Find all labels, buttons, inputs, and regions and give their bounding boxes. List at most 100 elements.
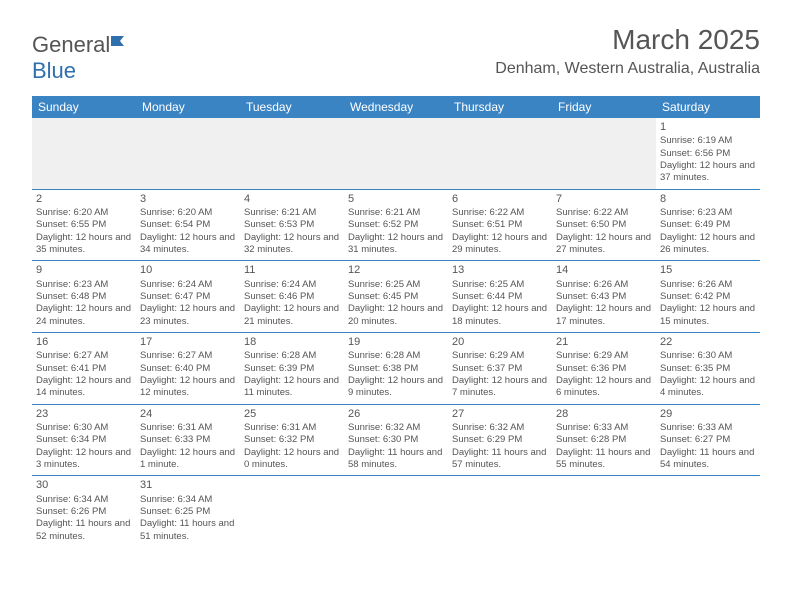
calendar-cell: 24Sunrise: 6:31 AMSunset: 6:33 PMDayligh… — [136, 404, 240, 476]
day-number: 6 — [452, 192, 548, 206]
daylight-line: Daylight: 12 hours and 31 minutes. — [348, 232, 444, 257]
sunset-line: Sunset: 6:49 PM — [660, 219, 756, 231]
sunset-line: Sunset: 6:56 PM — [660, 148, 756, 160]
calendar-week: 2Sunrise: 6:20 AMSunset: 6:55 PMDaylight… — [32, 189, 760, 261]
day-number: 8 — [660, 192, 756, 206]
calendar-cell: 9Sunrise: 6:23 AMSunset: 6:48 PMDaylight… — [32, 261, 136, 333]
sunrise-line: Sunrise: 6:27 AM — [140, 350, 236, 362]
daylight-line: Daylight: 12 hours and 6 minutes. — [556, 375, 652, 400]
logo-flag-icon — [110, 34, 132, 52]
calendar-cell: 16Sunrise: 6:27 AMSunset: 6:41 PMDayligh… — [32, 333, 136, 405]
daylight-line: Daylight: 12 hours and 3 minutes. — [36, 447, 132, 472]
daylight-line: Daylight: 12 hours and 37 minutes. — [660, 160, 756, 185]
daylight-line: Daylight: 12 hours and 29 minutes. — [452, 232, 548, 257]
sunrise-line: Sunrise: 6:22 AM — [556, 207, 652, 219]
day-number: 12 — [348, 263, 444, 277]
calendar-cell: 14Sunrise: 6:26 AMSunset: 6:43 PMDayligh… — [552, 261, 656, 333]
day-number: 7 — [556, 192, 652, 206]
day-number: 29 — [660, 407, 756, 421]
daylight-line: Daylight: 12 hours and 14 minutes. — [36, 375, 132, 400]
calendar-cell: 15Sunrise: 6:26 AMSunset: 6:42 PMDayligh… — [656, 261, 760, 333]
calendar-cell: 20Sunrise: 6:29 AMSunset: 6:37 PMDayligh… — [448, 333, 552, 405]
day-number: 11 — [244, 263, 340, 277]
calendar-cell: 30Sunrise: 6:34 AMSunset: 6:26 PMDayligh… — [32, 476, 136, 547]
sunset-line: Sunset: 6:48 PM — [36, 291, 132, 303]
daylight-line: Daylight: 11 hours and 58 minutes. — [348, 447, 444, 472]
daylight-line: Daylight: 11 hours and 57 minutes. — [452, 447, 548, 472]
calendar-cell: 1Sunrise: 6:19 AMSunset: 6:56 PMDaylight… — [656, 118, 760, 189]
sunrise-line: Sunrise: 6:22 AM — [452, 207, 548, 219]
sunrise-line: Sunrise: 6:20 AM — [140, 207, 236, 219]
sunrise-line: Sunrise: 6:23 AM — [36, 279, 132, 291]
sunrise-line: Sunrise: 6:33 AM — [556, 422, 652, 434]
sunset-line: Sunset: 6:52 PM — [348, 219, 444, 231]
calendar-cell — [552, 118, 656, 189]
daylight-line: Daylight: 12 hours and 20 minutes. — [348, 303, 444, 328]
sunset-line: Sunset: 6:51 PM — [452, 219, 548, 231]
calendar-cell: 7Sunrise: 6:22 AMSunset: 6:50 PMDaylight… — [552, 189, 656, 261]
day-header: Wednesday — [344, 96, 448, 118]
calendar-cell — [240, 476, 344, 547]
calendar-cell: 10Sunrise: 6:24 AMSunset: 6:47 PMDayligh… — [136, 261, 240, 333]
daylight-line: Daylight: 12 hours and 18 minutes. — [452, 303, 548, 328]
sunset-line: Sunset: 6:54 PM — [140, 219, 236, 231]
calendar-week: 1Sunrise: 6:19 AMSunset: 6:56 PMDaylight… — [32, 118, 760, 189]
sunrise-line: Sunrise: 6:31 AM — [244, 422, 340, 434]
sunrise-line: Sunrise: 6:21 AM — [244, 207, 340, 219]
day-number: 25 — [244, 407, 340, 421]
page-title: March 2025 — [495, 24, 760, 56]
day-number: 3 — [140, 192, 236, 206]
sunrise-line: Sunrise: 6:21 AM — [348, 207, 444, 219]
sunset-line: Sunset: 6:41 PM — [36, 363, 132, 375]
calendar-cell: 5Sunrise: 6:21 AMSunset: 6:52 PMDaylight… — [344, 189, 448, 261]
calendar-cell — [136, 118, 240, 189]
calendar-cell: 18Sunrise: 6:28 AMSunset: 6:39 PMDayligh… — [240, 333, 344, 405]
calendar-cell — [240, 118, 344, 189]
daylight-line: Daylight: 12 hours and 4 minutes. — [660, 375, 756, 400]
calendar-cell: 17Sunrise: 6:27 AMSunset: 6:40 PMDayligh… — [136, 333, 240, 405]
daylight-line: Daylight: 12 hours and 7 minutes. — [452, 375, 548, 400]
daylight-line: Daylight: 12 hours and 23 minutes. — [140, 303, 236, 328]
calendar-cell: 21Sunrise: 6:29 AMSunset: 6:36 PMDayligh… — [552, 333, 656, 405]
sunset-line: Sunset: 6:42 PM — [660, 291, 756, 303]
sunset-line: Sunset: 6:46 PM — [244, 291, 340, 303]
sunrise-line: Sunrise: 6:29 AM — [452, 350, 548, 362]
day-number: 24 — [140, 407, 236, 421]
calendar-cell — [656, 476, 760, 547]
daylight-line: Daylight: 12 hours and 9 minutes. — [348, 375, 444, 400]
day-number: 16 — [36, 335, 132, 349]
calendar-body: 1Sunrise: 6:19 AMSunset: 6:56 PMDaylight… — [32, 118, 760, 547]
calendar-cell: 13Sunrise: 6:25 AMSunset: 6:44 PMDayligh… — [448, 261, 552, 333]
calendar-cell — [552, 476, 656, 547]
sunrise-line: Sunrise: 6:28 AM — [348, 350, 444, 362]
day-number: 5 — [348, 192, 444, 206]
sunset-line: Sunset: 6:47 PM — [140, 291, 236, 303]
sunset-line: Sunset: 6:30 PM — [348, 434, 444, 446]
sunset-line: Sunset: 6:44 PM — [452, 291, 548, 303]
calendar-cell: 26Sunrise: 6:32 AMSunset: 6:30 PMDayligh… — [344, 404, 448, 476]
sunrise-line: Sunrise: 6:32 AM — [348, 422, 444, 434]
day-number: 4 — [244, 192, 340, 206]
sunrise-line: Sunrise: 6:26 AM — [660, 279, 756, 291]
day-number: 31 — [140, 478, 236, 492]
calendar-cell: 3Sunrise: 6:20 AMSunset: 6:54 PMDaylight… — [136, 189, 240, 261]
daylight-line: Daylight: 12 hours and 34 minutes. — [140, 232, 236, 257]
sunrise-line: Sunrise: 6:24 AM — [244, 279, 340, 291]
sunrise-line: Sunrise: 6:19 AM — [660, 135, 756, 147]
sunrise-line: Sunrise: 6:30 AM — [36, 422, 132, 434]
daylight-line: Daylight: 12 hours and 12 minutes. — [140, 375, 236, 400]
daylight-line: Daylight: 12 hours and 21 minutes. — [244, 303, 340, 328]
day-number: 20 — [452, 335, 548, 349]
calendar-cell — [448, 118, 552, 189]
sunset-line: Sunset: 6:39 PM — [244, 363, 340, 375]
daylight-line: Daylight: 12 hours and 27 minutes. — [556, 232, 652, 257]
sunrise-line: Sunrise: 6:28 AM — [244, 350, 340, 362]
day-number: 10 — [140, 263, 236, 277]
calendar-cell: 19Sunrise: 6:28 AMSunset: 6:38 PMDayligh… — [344, 333, 448, 405]
sunrise-line: Sunrise: 6:23 AM — [660, 207, 756, 219]
calendar-cell: 11 Sunrise: 6:24 AMSunset: 6:46 PMDayligh… — [240, 261, 344, 333]
calendar-cell: 27Sunrise: 6:32 AMSunset: 6:29 PMDayligh… — [448, 404, 552, 476]
location: Denham, Western Australia, Australia — [495, 60, 760, 78]
day-number: 22 — [660, 335, 756, 349]
calendar-cell: 28Sunrise: 6:33 AMSunset: 6:28 PMDayligh… — [552, 404, 656, 476]
